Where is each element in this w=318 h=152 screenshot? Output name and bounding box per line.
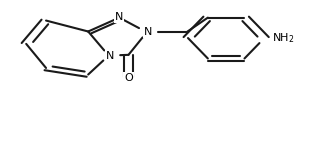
Text: N: N — [115, 12, 123, 22]
Text: N: N — [144, 27, 153, 37]
Text: NH$_2$: NH$_2$ — [272, 31, 294, 45]
Text: N: N — [106, 51, 114, 60]
Text: O: O — [124, 73, 133, 83]
